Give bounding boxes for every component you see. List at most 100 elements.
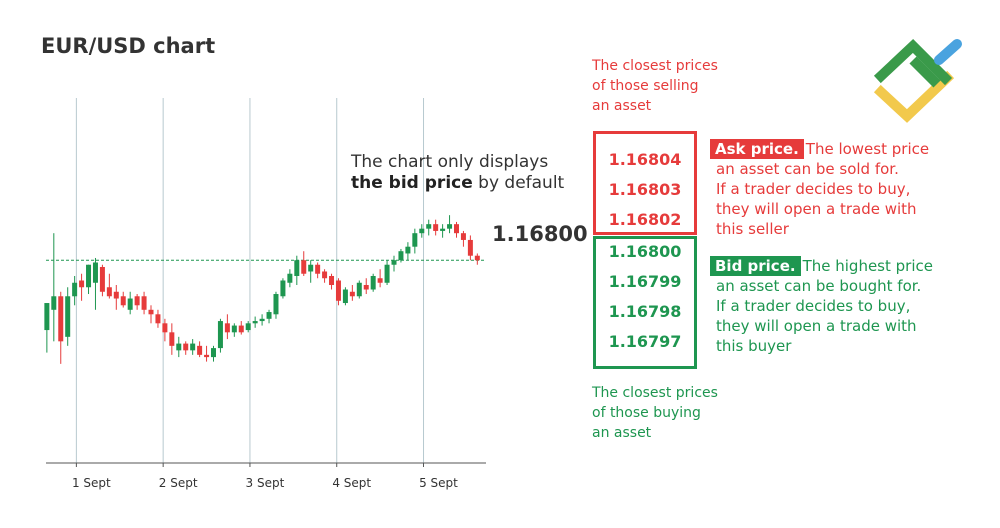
bullish-candle — [412, 228, 418, 254]
note-rest: by default — [472, 173, 565, 193]
bullish-candle — [308, 260, 314, 283]
bearish-candle — [183, 341, 189, 355]
bullish-candle — [65, 287, 71, 346]
bullish-candle — [356, 280, 362, 299]
bullish-candle — [280, 278, 286, 299]
bullish-candle — [398, 248, 404, 263]
bullish-candle — [44, 303, 50, 353]
x-tick-label: 4 Sept — [332, 476, 371, 490]
bearish-candle — [169, 323, 175, 355]
bullish-candle — [384, 260, 390, 286]
bullish-candle — [51, 233, 57, 342]
bearish-candle — [349, 285, 355, 301]
note-bold: the bid price — [351, 173, 473, 193]
bullish-candle — [419, 224, 425, 238]
bearish-candle — [363, 278, 369, 295]
bullish-candle — [405, 242, 411, 261]
bullish-candle — [342, 287, 348, 306]
chart-title: EUR/USD chart — [41, 34, 216, 58]
note-line-1: The chart only displays — [351, 152, 549, 172]
bearish-candle — [141, 291, 147, 315]
ask-desc-line: this seller — [716, 220, 789, 238]
bullish-candle — [273, 291, 279, 319]
ask-price: 1.16802 — [608, 210, 682, 229]
ask-desc-line: If a trader decides to buy, — [716, 180, 911, 198]
bearish-candle — [224, 314, 230, 340]
buyers-caption-line: The closest prices — [592, 385, 718, 401]
bullish-candle — [127, 291, 133, 315]
bearish-candle — [474, 253, 480, 265]
bid-desc-line: they will open a trade with — [716, 317, 917, 335]
bullish-candle — [370, 273, 376, 292]
ask-price-tag: Ask price. — [710, 139, 804, 159]
bid-price-note: The chart only displays the bid price by… — [351, 152, 564, 194]
bearish-candle — [162, 318, 168, 342]
bearish-candle — [120, 291, 126, 308]
x-tick-label: 5 Sept — [419, 476, 458, 490]
candles — [44, 215, 480, 364]
bid-price-description: Bid price. The highest price an asset can… — [710, 256, 933, 356]
bid-price: 1.16797 — [608, 332, 682, 351]
bullish-candle — [447, 215, 453, 234]
last-price-label: 1.16800 — [492, 222, 588, 246]
bearish-candle — [197, 341, 203, 358]
bearish-candle — [204, 345, 210, 362]
bearish-candle — [460, 230, 466, 247]
bid-desc-line: The highest price — [802, 257, 933, 275]
sellers-caption-line: an asset — [592, 98, 652, 114]
bearish-candle — [58, 291, 64, 364]
bearish-candle — [329, 273, 335, 290]
bullish-candle — [245, 321, 251, 333]
bearish-candle — [467, 235, 473, 261]
bullish-candle — [294, 255, 300, 286]
bid-price: 1.16800 — [608, 242, 682, 261]
bid-prices-box: 1.16800 1.16799 1.16798 1.16797 — [593, 236, 697, 369]
bid-price: 1.16798 — [608, 302, 682, 321]
sellers-caption-line: of those selling — [592, 78, 699, 94]
bullish-candle — [210, 345, 216, 362]
sellers-caption-line: The closest prices — [592, 58, 718, 74]
ask-price: 1.16803 — [608, 180, 682, 199]
bearish-candle — [315, 262, 321, 279]
buyers-caption-line: of those buying — [592, 405, 701, 421]
bullish-candle — [287, 269, 293, 288]
bullish-candle — [391, 255, 397, 272]
bearish-candle — [155, 309, 161, 328]
ask-price: 1.16804 — [608, 150, 682, 169]
bearish-candle — [99, 264, 105, 297]
bullish-candle — [252, 316, 258, 328]
bearish-candle — [322, 269, 328, 283]
ask-desc-line: they will open a trade with — [716, 200, 917, 218]
bullish-candle — [72, 275, 78, 306]
brand-logo-icon — [873, 39, 962, 123]
candlestick-chart: 1 Sept 2 Sept 3 Sept 4 Sept 5 Sept — [44, 98, 486, 490]
ask-prices-box: 1.16804 1.16803 1.16802 — [593, 131, 697, 235]
ask-desc-line: an asset can be sold for. — [716, 160, 899, 178]
bullish-candle — [190, 339, 196, 355]
bid-desc-line: If a trader decides to buy, — [716, 297, 911, 315]
x-tick-label: 3 Sept — [246, 476, 285, 490]
x-tick-label: 1 Sept — [72, 476, 111, 490]
note-line-2: the bid price by default — [351, 173, 564, 194]
bullish-candle — [259, 314, 265, 326]
bullish-candle — [86, 264, 92, 295]
bullish-candle — [426, 219, 432, 236]
buyers-caption: The closest prices of those buying an as… — [592, 383, 718, 443]
bid-price-tag: Bid price. — [710, 256, 801, 276]
bearish-candle — [148, 305, 154, 324]
sellers-caption: The closest prices of those selling an a… — [592, 56, 718, 116]
bullish-candle — [231, 323, 237, 337]
bearish-candle — [335, 278, 341, 306]
bullish-candle — [440, 224, 446, 238]
bearish-candle — [79, 273, 85, 301]
bearish-candle — [433, 219, 439, 236]
bullish-candle — [266, 309, 272, 324]
bid-desc-line: an asset can be bought for. — [716, 277, 922, 295]
bearish-candle — [238, 321, 244, 335]
bid-price: 1.16799 — [608, 272, 682, 291]
bullish-candle — [92, 257, 98, 310]
bearish-candle — [301, 251, 307, 276]
bid-desc-line: this buyer — [716, 337, 792, 355]
bearish-candle — [134, 294, 140, 310]
bullish-candle — [217, 318, 223, 353]
